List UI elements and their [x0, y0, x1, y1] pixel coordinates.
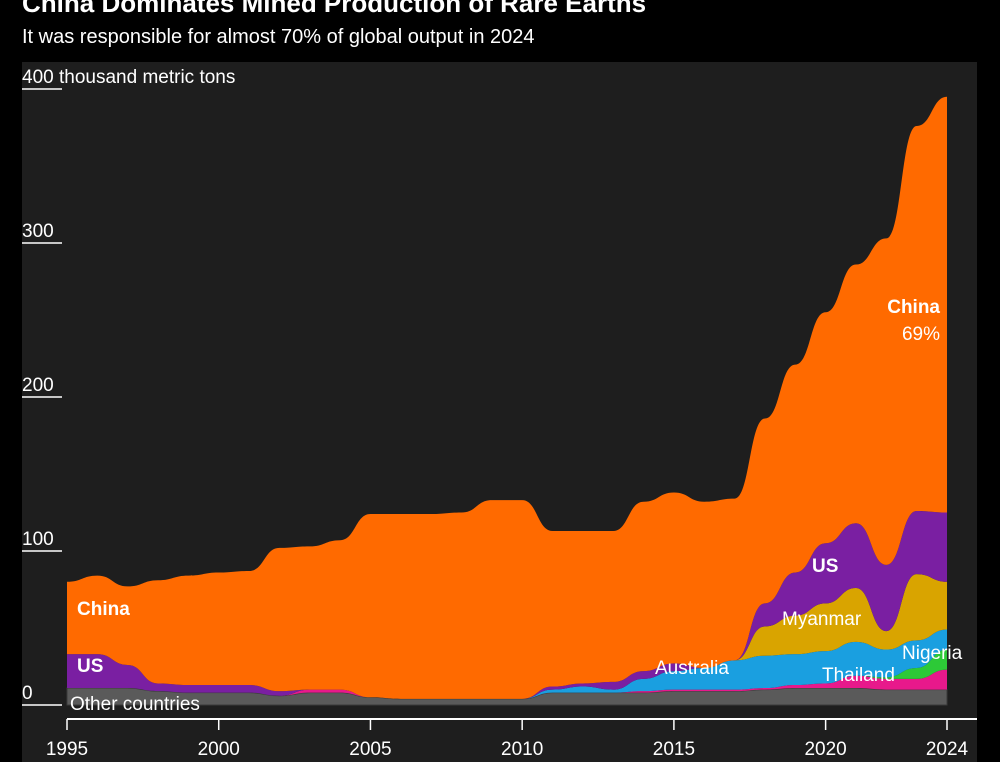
chart-title: China Dominates Mined Production of Rare… — [22, 0, 647, 18]
y-tick-label-300: 300 — [22, 221, 54, 242]
label-myanmar: Myanmar — [782, 609, 862, 630]
label-thailand: Thailand — [822, 665, 895, 686]
label-china-share: 69% — [902, 324, 940, 345]
label-us-right: US — [812, 556, 838, 577]
label-nigeria: Nigeria — [902, 643, 963, 664]
y-tick-label-200: 200 — [22, 375, 54, 396]
area-us — [67, 510, 947, 699]
area-myanmar — [67, 574, 947, 699]
y-tick-label-400: 400 thousand metric tons — [22, 67, 235, 88]
label-china-left: China — [77, 599, 130, 620]
label-australia: Australia — [655, 658, 729, 679]
area-australia — [67, 629, 947, 699]
area-china — [67, 96, 947, 699]
plot-area: 0 100 200 300 400 thousand metric tons 1995 20… — [22, 62, 977, 762]
label-china-right: China — [887, 297, 940, 318]
label-other-countries: Other countries — [70, 694, 200, 715]
y-tick-label-100: 100 — [22, 529, 54, 550]
label-us-left: US — [77, 656, 103, 677]
chart-subtitle: It was responsible for almost 70% of glo… — [22, 26, 535, 48]
y-tick-label-0: 0 — [22, 683, 33, 704]
